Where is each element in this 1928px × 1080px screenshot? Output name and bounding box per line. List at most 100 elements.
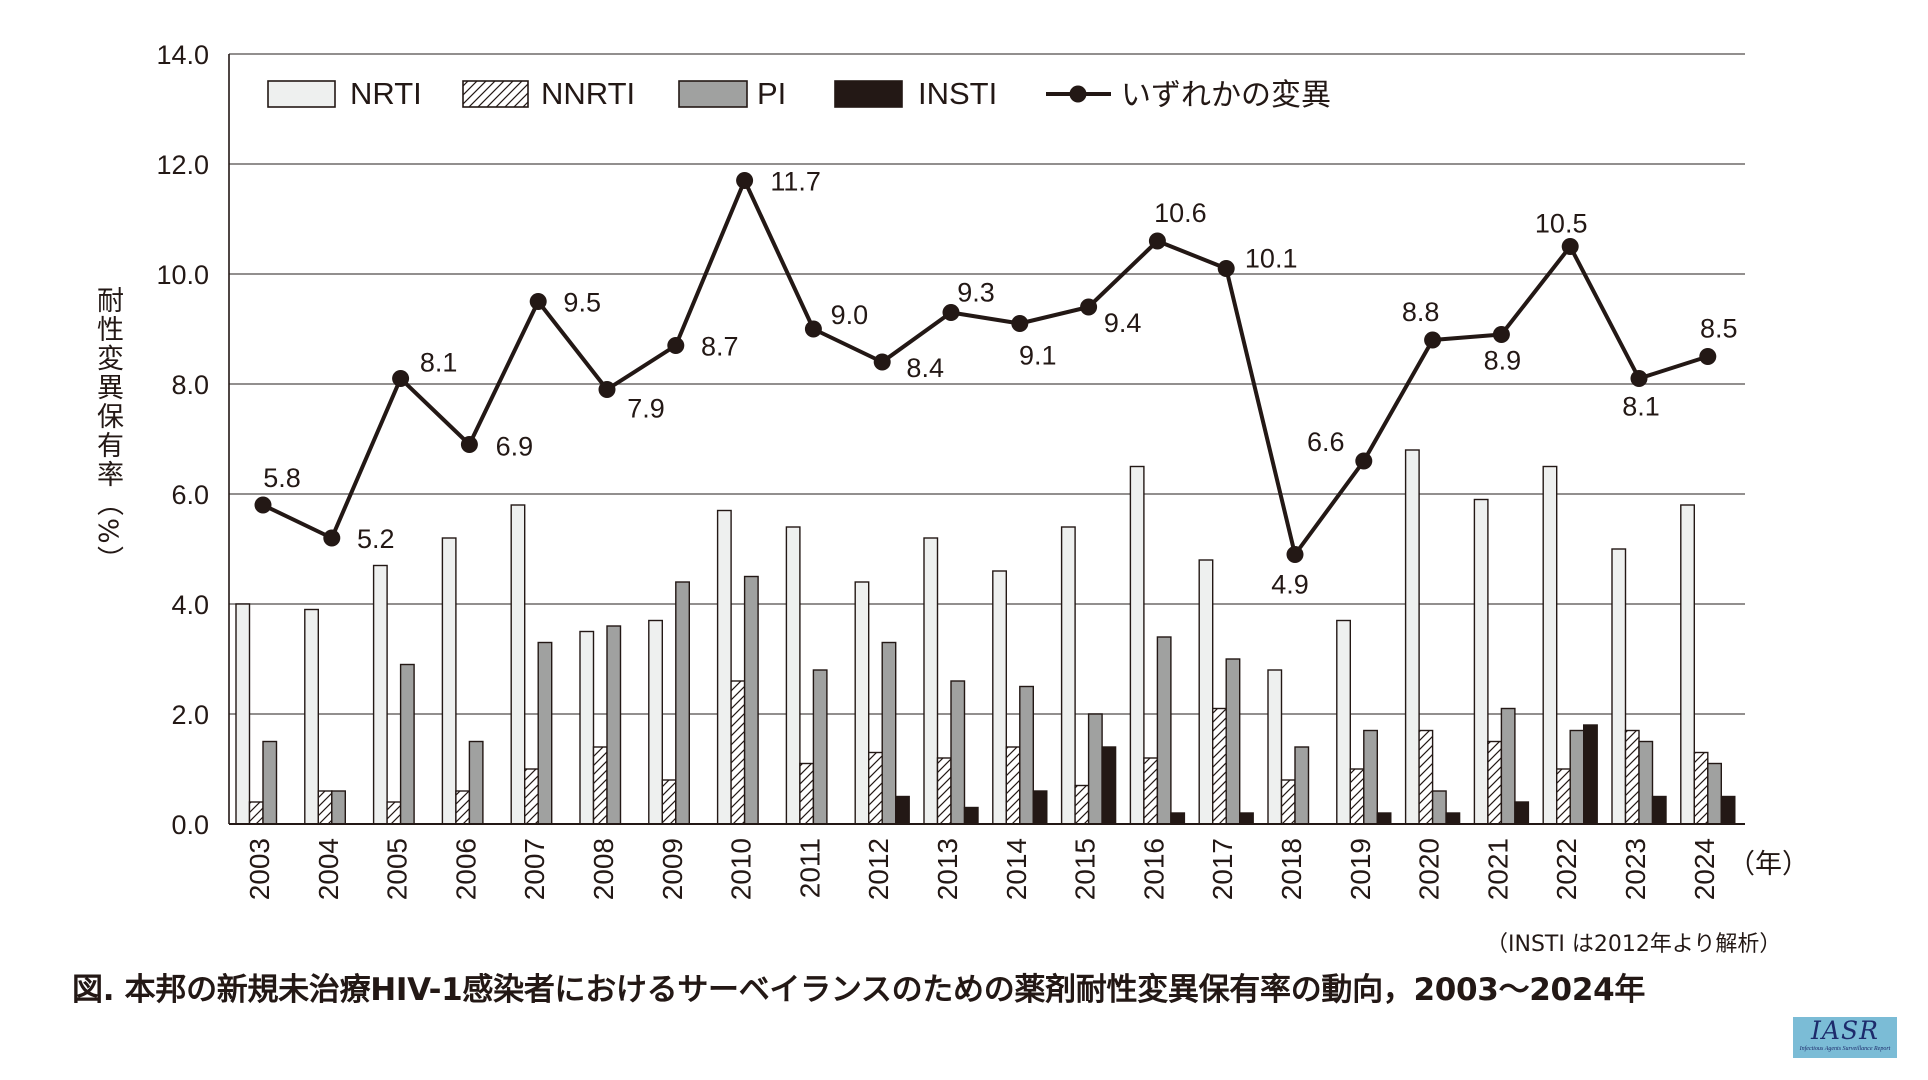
bar-insti: [1032, 790, 1048, 825]
line-marker: [736, 172, 754, 189]
x-tick-label: 2006: [450, 838, 481, 900]
bar-nrti: [1680, 504, 1696, 825]
logo-main-text: IASR: [1811, 1017, 1879, 1045]
bar-nnrti: [386, 801, 402, 825]
y-tick-label: 4.0: [171, 590, 209, 620]
legend-label: NNRTI: [541, 76, 635, 111]
bar-insti: [1101, 746, 1117, 825]
line-series: 5.8 5.2 8.1 6.9 9.5 7.9 8.7 11.7 9.0 8.4 9.3 9.1 9.4…: [254, 167, 1738, 600]
bar-pi: [331, 790, 346, 825]
y-axis-ticks: 0.0 2.0 4.0 6.0 8.0 10.0 12.0 14.0: [156, 40, 209, 840]
bar-nnrti: [1211, 707, 1227, 825]
bar-nnrti: [1143, 757, 1159, 825]
bar-nrti: [785, 526, 801, 825]
legend-label: いずれかの変異: [1121, 79, 1331, 112]
legend-swatch-pi: [678, 80, 748, 108]
bar-nnrti: [661, 779, 677, 825]
line-marker: [804, 320, 822, 338]
bar-pi: [881, 641, 897, 825]
y-tick-label: 12.0: [156, 150, 209, 180]
x-tick-label: 2017: [1207, 838, 1238, 900]
bar-nrti: [1473, 498, 1489, 825]
bar-nrti: [1060, 526, 1076, 825]
data-label: 4.9: [1271, 570, 1309, 600]
x-tick-label: 2018: [1276, 838, 1307, 900]
bars: [235, 449, 1736, 825]
data-label: 9.3: [957, 278, 995, 308]
x-tick-label: 2024: [1689, 838, 1720, 900]
legend-label: INSTI: [918, 76, 997, 111]
axes: [228, 54, 1745, 825]
data-label: 7.9: [627, 394, 665, 424]
y-tick-label: 2.0: [171, 700, 209, 730]
bar-nnrti: [1280, 779, 1296, 825]
bar-pi: [468, 740, 484, 825]
line-marker: [392, 370, 410, 387]
data-label: 8.5: [1700, 314, 1738, 344]
bar-pi: [1431, 790, 1447, 825]
data-label: 9.5: [563, 288, 601, 318]
line-marker: [942, 304, 960, 321]
bar-nnrti: [1005, 746, 1021, 825]
data-label: 11.7: [770, 167, 821, 197]
bar-pi: [1569, 729, 1585, 825]
bar-pi: [262, 740, 278, 825]
legend-line-marker: [1069, 85, 1087, 103]
logo-sub-text: Infectious Agents Surveillance Report: [1799, 1046, 1891, 1052]
bar-pi: [1638, 740, 1654, 825]
bar-nrti: [304, 608, 319, 825]
bar-insti: [1720, 795, 1736, 825]
line-marker: [1355, 452, 1373, 470]
bar-nrti: [648, 619, 663, 825]
data-label: 10.1: [1245, 244, 1298, 274]
x-axis-label: （年）: [1728, 849, 1809, 879]
line-marker: [1148, 232, 1166, 250]
x-tick-label: 2007: [519, 838, 550, 900]
bar-nrti: [235, 603, 251, 825]
bar-insti: [1238, 812, 1254, 825]
data-label: 8.9: [1484, 346, 1522, 376]
bar-insti: [895, 795, 910, 825]
bar-nnrti: [524, 768, 539, 825]
line-path: [262, 178, 1709, 557]
bar-pi: [1500, 707, 1516, 825]
line-marker: [1080, 298, 1098, 316]
bar-nrti: [510, 504, 526, 825]
line-marker: [598, 381, 616, 398]
bar-nnrti: [936, 757, 952, 825]
bar-pi: [1087, 713, 1103, 825]
data-label: 8.1: [1622, 392, 1660, 422]
data-label: 10.6: [1154, 198, 1207, 228]
data-label: 5.2: [357, 524, 395, 554]
bar-insti: [963, 806, 979, 825]
bar-pi: [743, 575, 759, 825]
data-label: 10.5: [1535, 209, 1588, 239]
x-tick-label: 2016: [1138, 838, 1169, 900]
line-marker: [254, 496, 272, 514]
bar-nnrti: [1349, 768, 1365, 825]
iasr-logo: IASR Infectious Agents Surveillance Repo…: [1793, 1017, 1897, 1058]
data-label: 9.1: [1019, 341, 1057, 371]
legend-label: NRTI: [350, 76, 422, 111]
bar-nrti: [1267, 669, 1283, 825]
bar-nnrti: [592, 746, 608, 825]
data-label: 6.9: [496, 432, 534, 462]
legend: NRTI NNRTI PI INSTI いずれかの変異: [267, 76, 1331, 112]
bar-nnrti: [1555, 768, 1571, 825]
bar-nrti: [1542, 465, 1558, 825]
x-tick-label: 2004: [313, 838, 344, 900]
figure-title: 図. 本邦の新規未治療HIV-1感染者におけるサーベイランスのための薬剤耐性変異…: [72, 972, 1646, 1008]
line-marker: [1217, 260, 1235, 277]
bar-nrti: [1611, 548, 1627, 825]
data-label: 9.4: [1104, 308, 1142, 338]
bar-nnrti: [248, 801, 264, 825]
y-tick-label: 0.0: [171, 810, 209, 840]
bar-nnrti: [1074, 784, 1090, 825]
bar-nnrti: [868, 751, 883, 825]
line-marker: [1286, 546, 1304, 563]
x-axis-ticks: 2003 2004 2005 2006 2007 2008 2009 2010 2011 2012…: [244, 838, 1720, 900]
x-tick-label: 2005: [382, 838, 413, 900]
x-tick-label: 2013: [932, 838, 963, 900]
data-label: 5.8: [263, 463, 301, 493]
